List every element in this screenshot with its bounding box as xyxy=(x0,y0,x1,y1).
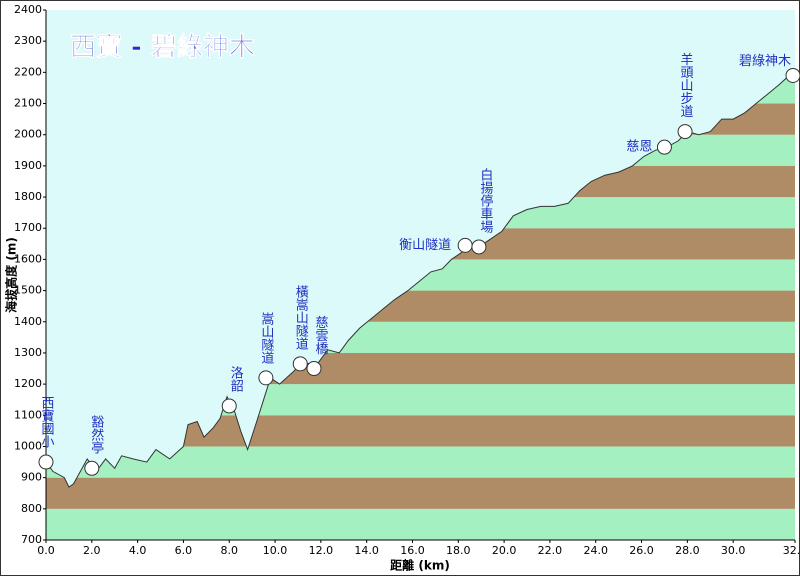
y-tick-label: 2200 xyxy=(14,65,42,78)
waypoint-marker xyxy=(457,237,473,253)
y-axis-label: 海拔高度 (m) xyxy=(4,237,19,313)
waypoint-marker xyxy=(656,139,672,155)
waypoint-marker xyxy=(258,370,274,386)
band xyxy=(46,508,795,540)
y-tick-label: 1900 xyxy=(14,159,42,172)
x-tick-label: 2.0 xyxy=(83,544,101,557)
y-tick-label: 1700 xyxy=(14,221,42,234)
y-tick-label: 800 xyxy=(21,502,42,515)
waypoint-marker xyxy=(471,239,487,255)
waypoint-marker xyxy=(221,398,237,414)
y-tick-label: 900 xyxy=(21,471,42,484)
waypoint-label: 橫嵩山隧道 xyxy=(293,285,309,350)
y-tick-label: 1300 xyxy=(14,346,42,359)
y-tick-label: 2400 xyxy=(14,3,42,16)
x-tick-label: 10.0 xyxy=(263,544,288,557)
x-tick-label: 24.0 xyxy=(583,544,608,557)
x-tick-label: 12.0 xyxy=(309,544,334,557)
waypoint-marker xyxy=(306,361,322,377)
waypoint-label: 豁然亭 xyxy=(88,415,104,455)
x-tick-label: 16.0 xyxy=(400,544,425,557)
chart-title: 西寶 - 碧綠神木 xyxy=(70,32,255,63)
y-tick-label: 1400 xyxy=(14,315,42,328)
y-tick-label: 1600 xyxy=(14,252,42,265)
x-tick-label: 14.0 xyxy=(354,544,379,557)
y-tick-label: 1100 xyxy=(14,408,42,421)
waypoint-marker xyxy=(38,454,54,470)
x-tick-label: 32.7 xyxy=(783,544,800,557)
x-tick-label: 0.0 xyxy=(37,544,55,557)
waypoint-marker xyxy=(785,67,800,83)
waypoint-label: 碧綠神木 xyxy=(739,54,791,69)
y-tick-label: 1800 xyxy=(14,190,42,203)
x-axis-label: 距離 (km) xyxy=(390,558,450,573)
waypoint-label: 衡山隧道 xyxy=(399,237,451,253)
waypoint-label: 西寶國小 xyxy=(39,396,55,449)
waypoint-marker xyxy=(677,124,693,140)
x-tick-label: 28.0 xyxy=(675,544,700,557)
x-tick-label: 8.0 xyxy=(220,544,238,557)
y-tick-label: 700 xyxy=(21,533,42,546)
x-tick-label: 30.0 xyxy=(721,544,746,557)
waypoint-label: 白揚停車場 xyxy=(477,167,493,233)
y-tick-label: 2300 xyxy=(14,34,42,47)
x-tick-label: 4.0 xyxy=(129,544,147,557)
y-tick-label: 2100 xyxy=(14,97,42,110)
x-tick-label: 22.0 xyxy=(538,544,563,557)
x-tick-label: 6.0 xyxy=(175,544,193,557)
band xyxy=(46,477,795,509)
y-tick-label: 1200 xyxy=(14,377,42,390)
x-tick-label: 26.0 xyxy=(629,544,654,557)
waypoint-label: 洛韶 xyxy=(228,366,244,392)
waypoint-label: 慈恩 xyxy=(626,140,652,155)
y-tick-label: 2000 xyxy=(14,128,42,141)
waypoint-label: 嵩山隧道 xyxy=(258,312,274,364)
y-tick-label: 1000 xyxy=(14,439,42,452)
y-tick-label: 1500 xyxy=(14,284,42,297)
x-tick-label: 20.0 xyxy=(492,544,517,557)
waypoint-label: 慈雲橋 xyxy=(312,316,328,356)
waypoint-marker xyxy=(292,356,308,372)
x-tick-label: 18.0 xyxy=(446,544,471,557)
waypoint-marker xyxy=(84,460,100,476)
waypoint-label: 羊頭山步道 xyxy=(678,52,694,118)
